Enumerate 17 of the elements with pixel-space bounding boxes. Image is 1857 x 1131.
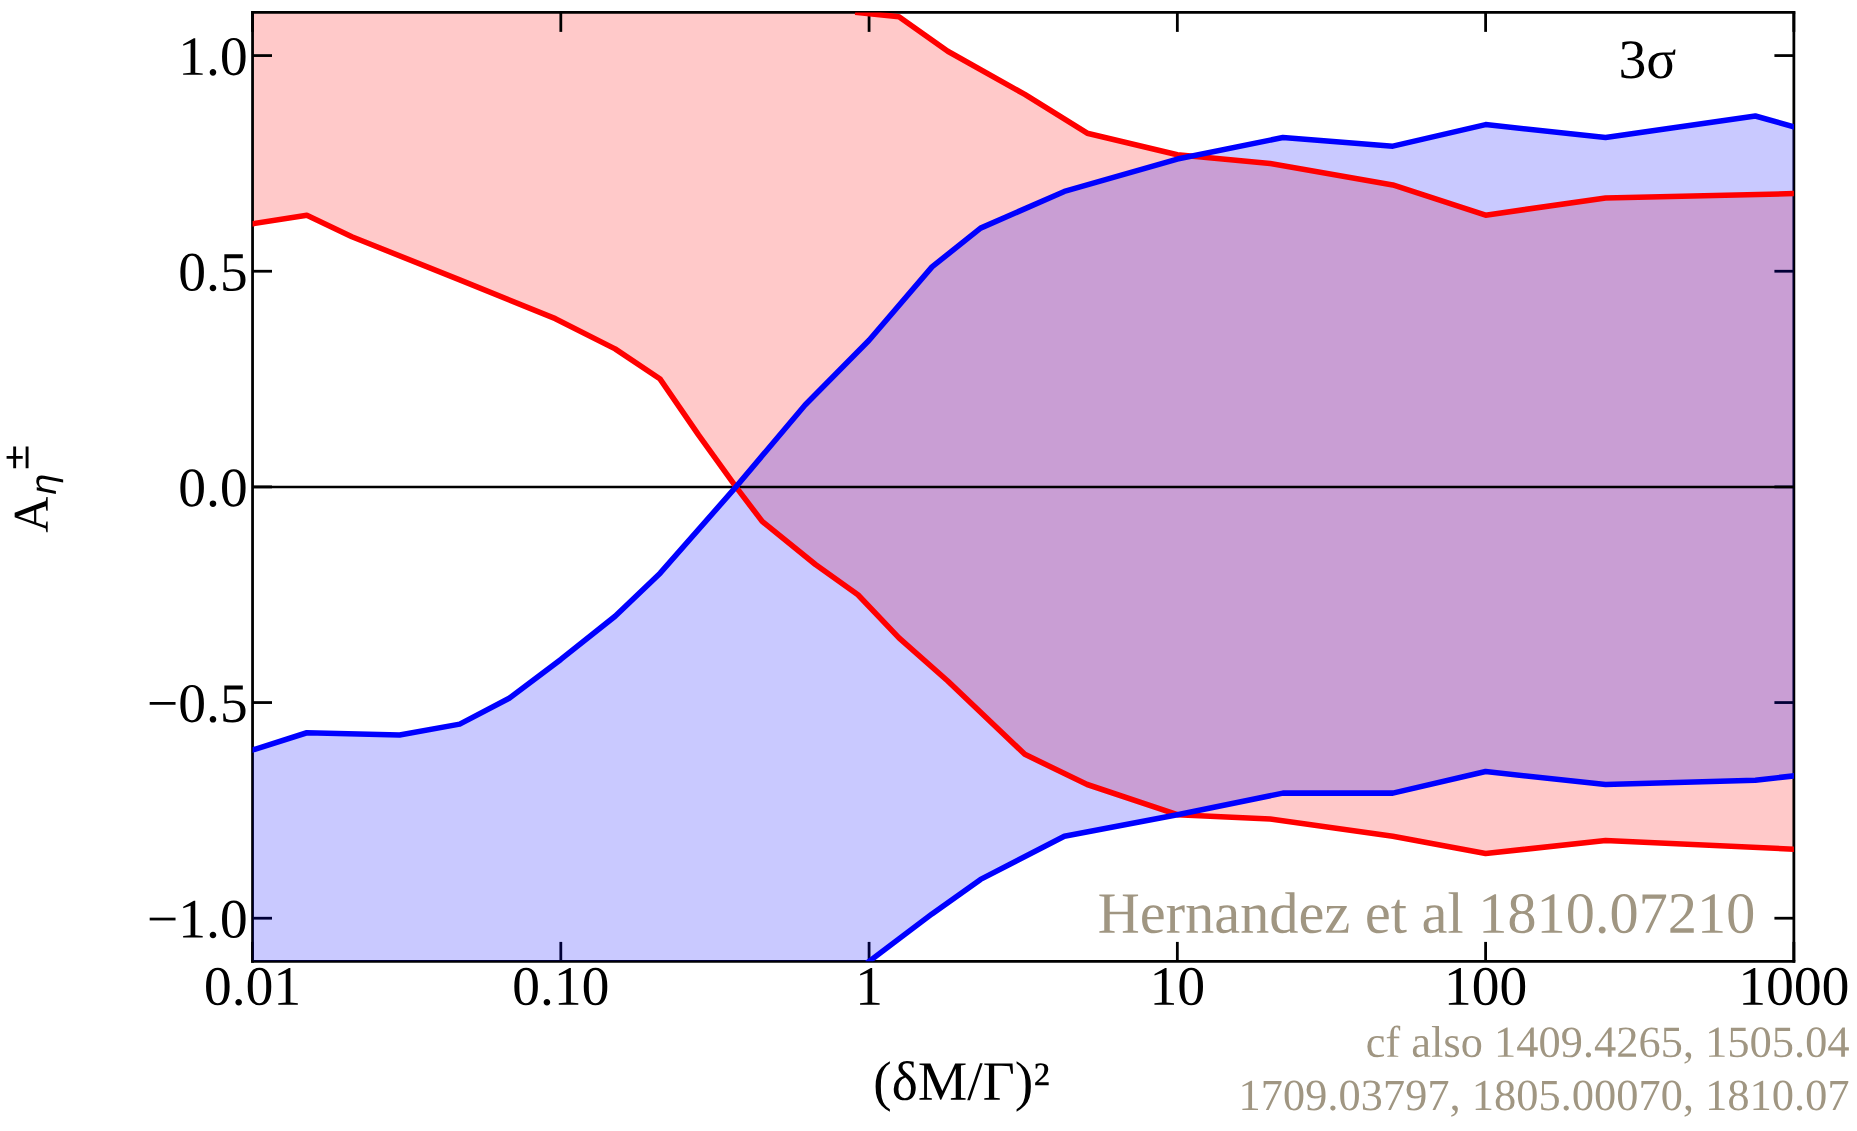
x-tick-label: 100 [1448, 967, 1526, 1006]
y-tick-label: −0.5 [149, 684, 246, 723]
y-tick-label: 0.0 [180, 469, 246, 507]
x-tick-label: 0.01 [206, 967, 298, 1006]
y-axis-title: A$_{η}$$^{±}$ [6, 446, 64, 533]
y-tick-label: −1.0 [149, 900, 246, 939]
x-tick-label: 10 [1154, 967, 1203, 1006]
annotation: Hernandez et al 1810.07210 [1099, 892, 1754, 934]
annotation: 3σ [1621, 41, 1676, 79]
text: cf also 1409.4265, 1505.04 [1367, 1025, 1849, 1064]
y-tick-label: 0.5 [180, 253, 246, 292]
x-tick-label: 0.10 [514, 967, 608, 1006]
text: 1709.03797, 1805.00070, 1810.07 [1242, 1080, 1849, 1117]
y-tick-label: 1.0 [183, 37, 246, 76]
x-tick-label: 1000 [1743, 967, 1848, 1006]
x-axis-title: (δM/Γ)² [875, 1060, 1049, 1112]
x-tick-label: 1 [860, 968, 880, 1005]
